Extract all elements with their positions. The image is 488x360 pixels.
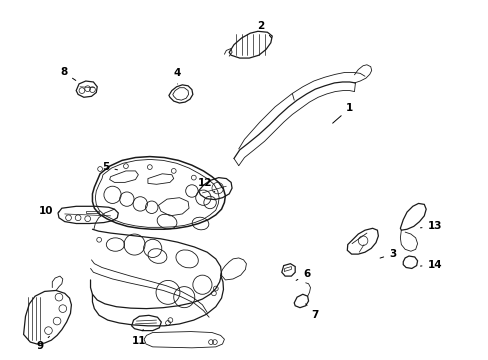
Text: 13: 13	[420, 221, 441, 231]
Text: 5: 5	[102, 162, 117, 172]
Text: 14: 14	[420, 260, 441, 270]
Text: 6: 6	[296, 269, 310, 280]
Text: 1: 1	[332, 103, 353, 123]
Text: 11: 11	[132, 329, 146, 346]
Text: 12: 12	[198, 178, 214, 192]
Text: 3: 3	[379, 249, 396, 259]
Text: 8: 8	[60, 67, 76, 80]
Text: 9: 9	[36, 336, 49, 351]
Text: 10: 10	[39, 206, 59, 216]
Text: 4: 4	[174, 68, 181, 84]
Text: 7: 7	[305, 304, 318, 320]
Text: 2: 2	[257, 21, 271, 38]
